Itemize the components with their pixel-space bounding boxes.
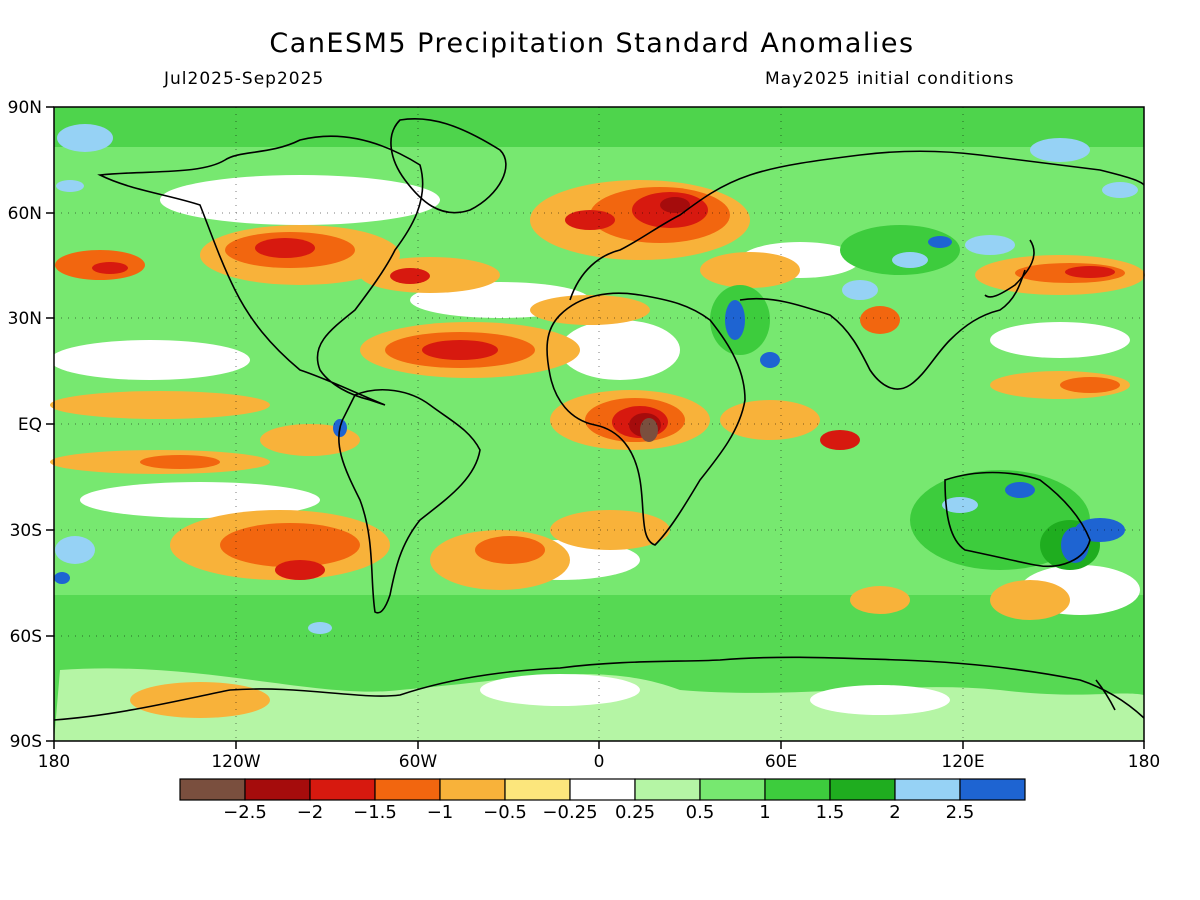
colorbar-swatch bbox=[699, 778, 766, 801]
colorbar-swatch bbox=[374, 778, 441, 801]
lon-label: 180 bbox=[1128, 752, 1160, 772]
colorbar-labels: −2.5 −2 −1.5 −1 −0.5 −0.25 0.25 0.5 1 1.5 2 2.5 bbox=[223, 802, 974, 823]
colorbar-swatch bbox=[309, 778, 376, 801]
colorbar-swatch bbox=[829, 778, 896, 801]
colorbar-label: 1.5 bbox=[816, 802, 845, 823]
colorbar-label: 0.5 bbox=[686, 802, 715, 823]
colorbar-label: −2 bbox=[297, 802, 324, 823]
chart-title: CanESM5 Precipitation Standard Anomalies bbox=[269, 28, 915, 59]
latitude-labels: 90N 60N 30N EQ 30S 60S 90S bbox=[8, 98, 42, 752]
colorbar-swatch bbox=[894, 778, 961, 801]
lat-label: 90S bbox=[10, 732, 42, 752]
lon-label: 120W bbox=[211, 752, 260, 772]
longitude-labels: 180 120W 60W 0 60E 120E 180 bbox=[38, 752, 1160, 772]
colorbar-label: −1.5 bbox=[353, 802, 397, 823]
lon-label: 180 bbox=[38, 752, 70, 772]
lat-label: 30N bbox=[8, 309, 42, 329]
lat-label: 60N bbox=[8, 204, 42, 224]
colorbar-label: 2.5 bbox=[946, 802, 975, 823]
colorbar-label: −2.5 bbox=[223, 802, 267, 823]
lat-label: 90N bbox=[8, 98, 42, 118]
forecast-period: Jul2025-Sep2025 bbox=[164, 69, 325, 89]
colorbar-swatch bbox=[569, 778, 636, 801]
lat-label: 60S bbox=[10, 627, 42, 647]
anomaly-field bbox=[50, 107, 1145, 741]
colorbar-label: 2 bbox=[889, 802, 900, 823]
tick-marks bbox=[46, 106, 1145, 749]
colorbar-swatch bbox=[959, 778, 1026, 801]
lon-label: 0 bbox=[594, 752, 605, 772]
coastlines bbox=[53, 117, 1145, 721]
initial-conditions: May2025 initial conditions bbox=[765, 69, 1015, 89]
colorbar-swatch bbox=[179, 778, 246, 801]
graticule bbox=[54, 107, 1144, 741]
colorbar-swatch bbox=[504, 778, 571, 801]
lon-label: 60E bbox=[765, 752, 797, 772]
colorbar-swatch bbox=[244, 778, 311, 801]
colorbar bbox=[179, 778, 1026, 801]
colorbar-swatch bbox=[764, 778, 831, 801]
colorbar-label: 1 bbox=[759, 802, 770, 823]
colorbar-swatch bbox=[634, 778, 701, 801]
colorbar-swatch bbox=[439, 778, 506, 801]
lon-label: 120E bbox=[941, 752, 984, 772]
lon-label: 60W bbox=[399, 752, 438, 772]
colorbar-label: −0.5 bbox=[483, 802, 527, 823]
colorbar-label: −0.25 bbox=[542, 802, 597, 823]
colorbar-label: −1 bbox=[427, 802, 454, 823]
lat-label: 30S bbox=[10, 521, 42, 541]
lat-label: EQ bbox=[18, 415, 42, 435]
colorbar-label: 0.25 bbox=[615, 802, 655, 823]
